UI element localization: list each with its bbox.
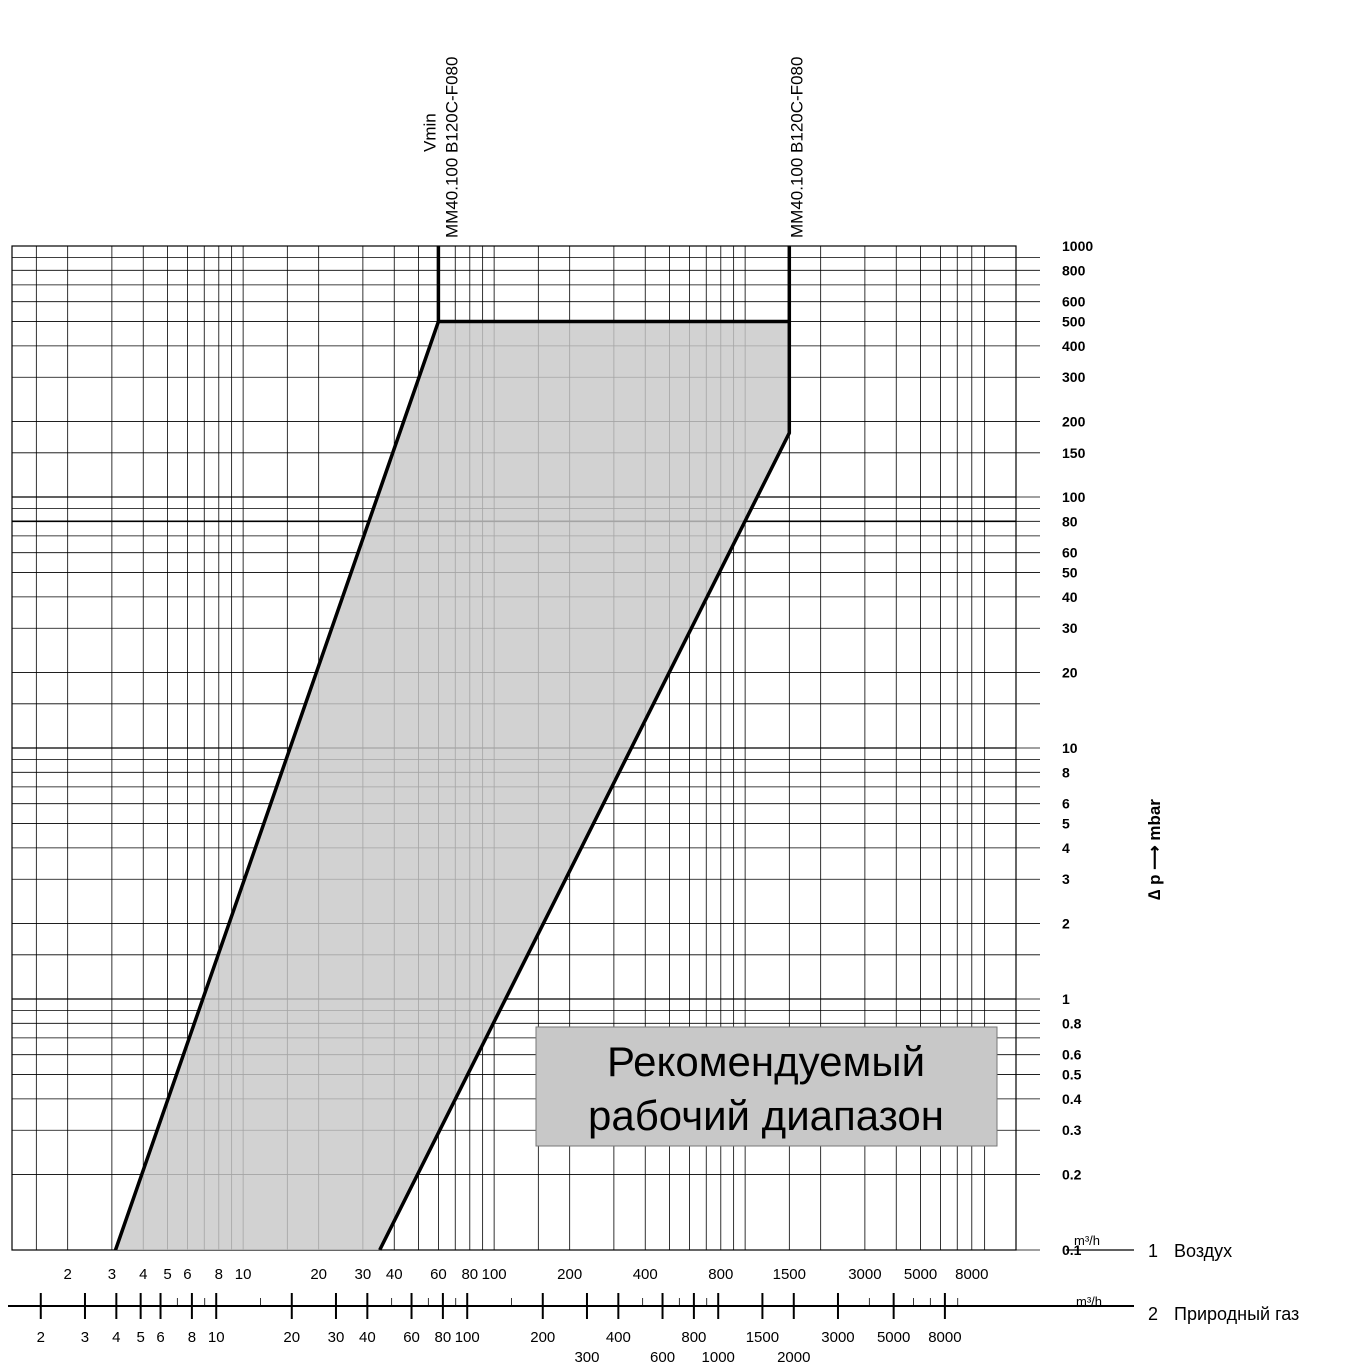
gas-tick-label: 3	[81, 1329, 89, 1346]
air-tick-label: 400	[633, 1266, 658, 1283]
gas-tick-label: 80	[435, 1329, 452, 1346]
y-tick-label: 0.8	[1062, 1015, 1082, 1031]
y-tick-label: 600	[1062, 294, 1086, 310]
range-label-line1: Рекомендуемый	[607, 1038, 925, 1085]
gas-tick-label: 100	[455, 1329, 480, 1346]
y-tick-label: 500	[1062, 314, 1086, 330]
y-tick-label: 400	[1062, 338, 1086, 354]
air-tick-label: 2	[64, 1266, 72, 1283]
gas-tick-label: 1500	[746, 1329, 779, 1346]
y-tick-label: 6	[1062, 796, 1070, 812]
y-tick-label: 8	[1062, 764, 1070, 780]
air-tick-label: 5000	[904, 1266, 937, 1283]
series-label-max-model: MM40.100 B120C-F080	[787, 57, 806, 238]
recommended-range-region	[115, 321, 790, 1251]
y-tick-labels: 1000800600500400300200150100806050403020…	[1062, 238, 1093, 1258]
gas-tick-label: 5	[136, 1329, 144, 1346]
air-tick-label: 3	[108, 1266, 116, 1283]
air-tick-label: 8	[215, 1266, 223, 1283]
gas-tick-label: 8	[188, 1329, 196, 1346]
gas-tick-label: 400	[606, 1329, 631, 1346]
y-tick-label: 300	[1062, 369, 1086, 385]
gas-tick-label-row2: 2000	[777, 1349, 810, 1366]
air-axis-unit: m³/h	[1074, 1233, 1100, 1248]
gas-tick-label: 5000	[877, 1329, 910, 1346]
series-line-2	[378, 246, 792, 1251]
gas-tick-label-row2: 1000	[702, 1349, 735, 1366]
y-tick-label: 0.3	[1062, 1122, 1082, 1138]
air-tick-label: 40	[386, 1266, 403, 1283]
gas-tick-label: 4	[112, 1329, 120, 1346]
air-axis-number: 1	[1148, 1241, 1158, 1261]
y-tick-label: 200	[1062, 413, 1086, 429]
gas-tick-label: 200	[530, 1329, 555, 1346]
y-tick-label: 1000	[1062, 238, 1093, 254]
gas-axis-name: Природный газ	[1174, 1304, 1299, 1324]
gas-tick-label: 800	[681, 1329, 706, 1346]
air-tick-label: 4	[139, 1266, 147, 1283]
gas-axis-number: 2	[1148, 1304, 1158, 1324]
air-tick-label: 80	[461, 1266, 478, 1283]
air-tick-label: 60	[430, 1266, 447, 1283]
range-label-line2: рабочий диапазон	[588, 1092, 944, 1139]
y-tick-label: 150	[1062, 445, 1086, 461]
gas-tick-label: 2	[37, 1329, 45, 1346]
air-tick-label: 6	[183, 1266, 191, 1283]
air-tick-label: 200	[557, 1266, 582, 1283]
gas-axis-unit: m³/h	[1076, 1294, 1102, 1309]
range-label-box	[535, 1026, 998, 1147]
gas-tick-label: 8000	[928, 1329, 961, 1346]
y-tick-label: 50	[1062, 565, 1078, 581]
y-tick-label: 60	[1062, 545, 1078, 561]
series-lines	[113, 246, 792, 1251]
y-tick-label: 10	[1062, 740, 1078, 756]
gas-tick-label: 20	[283, 1329, 300, 1346]
air-tick-label: 8000	[955, 1266, 988, 1283]
y-tick-label: 5	[1062, 816, 1070, 832]
air-tick-label: 1500	[773, 1266, 806, 1283]
y-axis-label: ∆ p ⟶ mbar	[1145, 799, 1164, 900]
y-tick-label: 0.2	[1062, 1166, 1082, 1182]
series-label-vmin: Vmin	[420, 113, 439, 152]
gas-axis: 2 3 4 5 6 8 10 20 30 40 60 80 100 200 400 800 1500 3000 50…	[8, 1293, 1134, 1366]
gas-tick-label-row2: 300	[574, 1349, 599, 1366]
y-tick-label: 30	[1062, 620, 1078, 636]
y-tick-label: 4	[1062, 840, 1070, 856]
air-tick-label: 30	[355, 1266, 372, 1283]
y-tick-label: 2	[1062, 915, 1070, 931]
air-tick-label: 10	[235, 1266, 252, 1283]
y-tick-label: 800	[1062, 262, 1086, 278]
y-tick-label: 3	[1062, 871, 1070, 887]
series-label-vmin-model: MM40.100 B120C-F080	[442, 57, 461, 238]
gas-tick-label: 6	[156, 1329, 164, 1346]
series-line-1	[113, 246, 441, 1251]
y-tick-label: 100	[1062, 489, 1086, 505]
y-tick-label: 1	[1062, 991, 1070, 1007]
gas-tick-label: 3000	[821, 1329, 854, 1346]
y-tick-label: 40	[1062, 589, 1078, 605]
y-tick-label: 0.4	[1062, 1091, 1082, 1107]
air-tick-label: 100	[482, 1266, 507, 1283]
y-tick-label: 80	[1062, 513, 1078, 529]
y-tick-label: 0.5	[1062, 1067, 1082, 1083]
gas-tick-label-row2: 600	[650, 1349, 675, 1366]
gas-tick-label: 30	[328, 1329, 345, 1346]
gas-tick-label: 60	[403, 1329, 420, 1346]
gas-tick-label: 10	[208, 1329, 225, 1346]
y-tick-label: 0.6	[1062, 1047, 1082, 1063]
air-axis-name: Воздух	[1174, 1241, 1232, 1261]
air-axis: 2 3 4 5 6 8 10 20 30 40 60 80 100 200 400 800 1500 3000 50…	[64, 1249, 1134, 1283]
gas-tick-label: 40	[359, 1329, 376, 1346]
air-tick-label: 5	[163, 1266, 171, 1283]
y-tick-label: 20	[1062, 664, 1078, 680]
air-tick-label: 20	[310, 1266, 327, 1283]
air-tick-label: 800	[708, 1266, 733, 1283]
air-tick-label: 3000	[848, 1266, 881, 1283]
